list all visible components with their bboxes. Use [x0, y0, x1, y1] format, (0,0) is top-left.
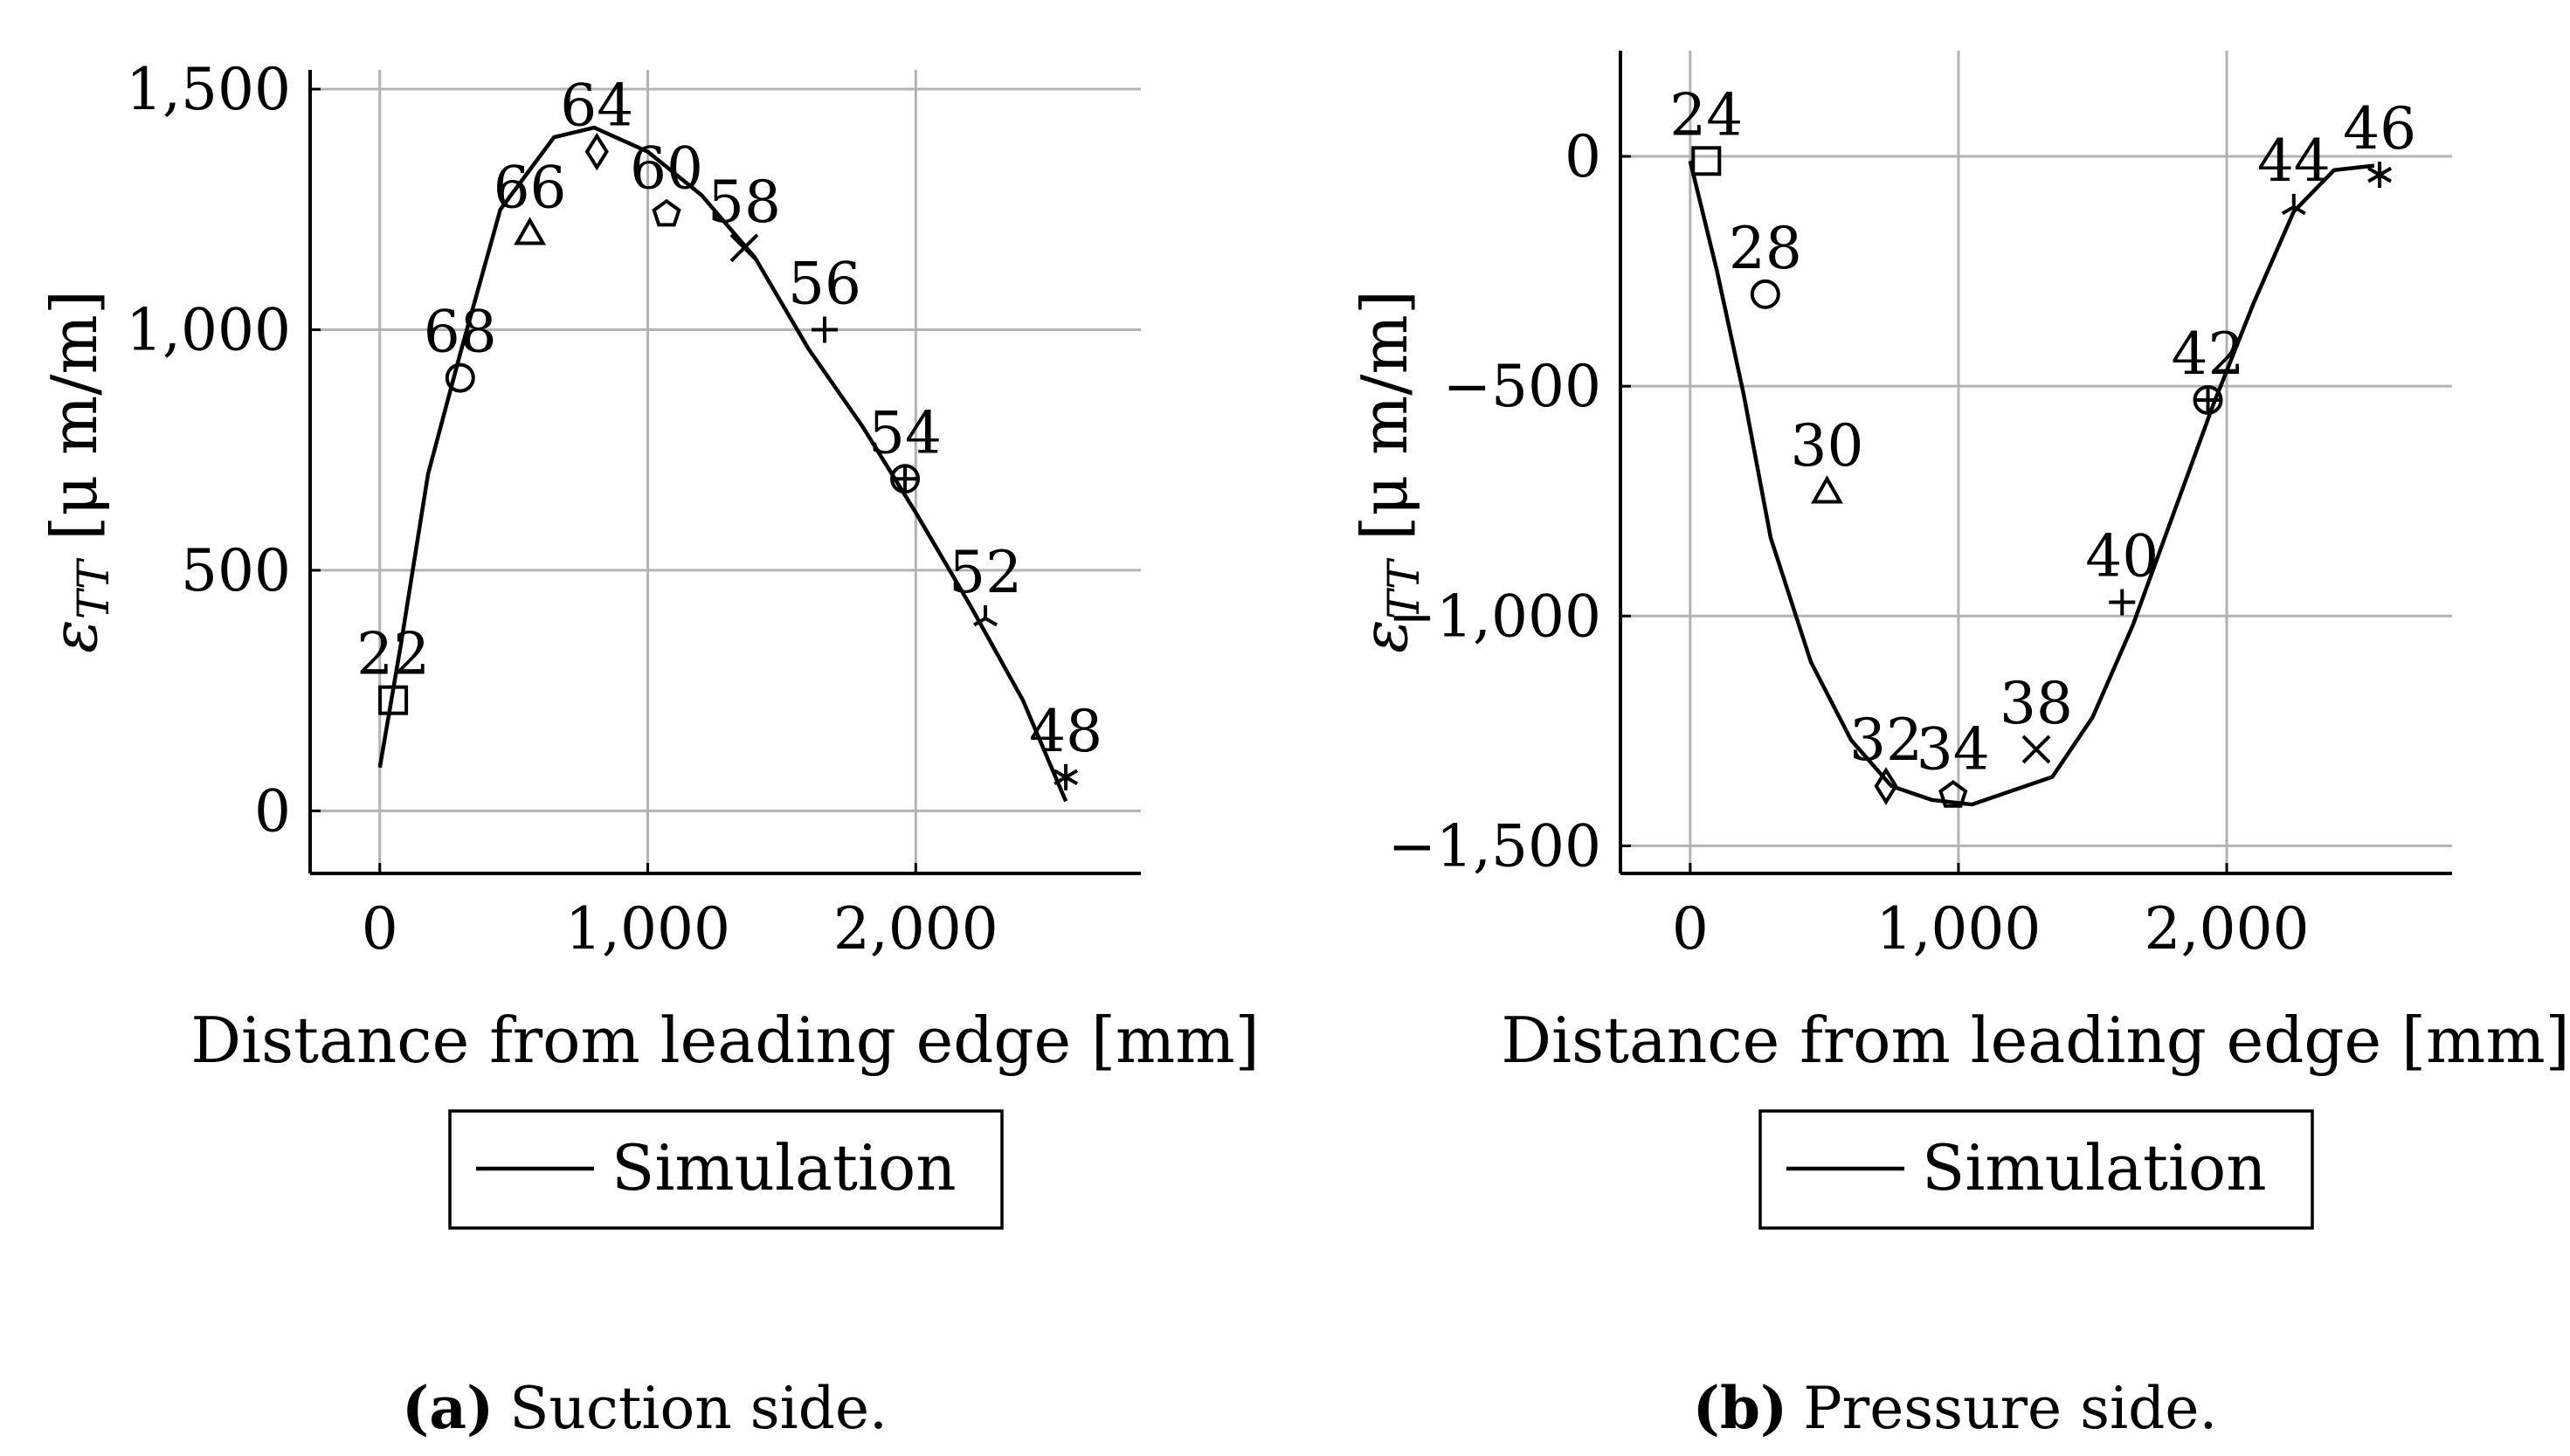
marker-triangle-66: [514, 217, 547, 245]
point-label-48: 48: [1029, 698, 1102, 765]
marker-square-24: [1691, 146, 1722, 176]
caption-a-label: (a): [402, 1374, 494, 1442]
point-label-46: 46: [2343, 95, 2416, 162]
y-tick-label: 0: [254, 777, 291, 845]
marker-pentagon-34: [1938, 780, 1968, 808]
point-label-24: 24: [1669, 81, 1743, 148]
simulation-line-layer: [1688, 160, 2375, 807]
y-tick-labels: −1,500 −1,000 −500 0: [1388, 123, 1601, 880]
grid-lines: [1620, 51, 2452, 873]
x-tick-label: 1,000: [1876, 895, 2041, 963]
marker-asterisk-46: [2367, 162, 2393, 189]
point-label-68: 68: [424, 299, 497, 366]
legend-label-simulation: Simulation: [1922, 1131, 2267, 1204]
marker-diamond-64: [584, 132, 609, 171]
marker-plus-40: [2109, 589, 2136, 616]
caption-b: (b) Pressure side.: [1693, 1374, 2218, 1442]
x-tick-labels: 0 1,000 2,000: [362, 895, 998, 963]
y-axis-label: εTT [μ m/m]: [38, 290, 119, 653]
legend-label-simulation: Simulation: [611, 1131, 957, 1204]
y-axis-label: εTT [μ m/m]: [1348, 290, 1429, 653]
y-tick-labels: 0 500 1,000 1,500: [126, 56, 291, 845]
point-label-34: 34: [1917, 716, 1990, 783]
y-tick-label: 500: [181, 537, 291, 604]
point-label-22: 22: [356, 621, 430, 688]
marker-plus-56: [812, 316, 839, 343]
y-tick-label: −500: [1443, 353, 1601, 420]
marker-x-38: [2021, 735, 2051, 764]
caption-a: (a) Suction side.: [402, 1374, 888, 1442]
marker-asterisk-48: [1054, 763, 1079, 790]
point-label-28: 28: [1729, 215, 1802, 282]
marker-triangle-30: [1811, 475, 1843, 504]
caption-b-text: Pressure side.: [1803, 1375, 2217, 1442]
legend: Simulation: [1758, 1109, 2314, 1230]
point-label-66: 66: [494, 154, 567, 221]
y-tick-label: 1,500: [126, 56, 291, 123]
point-label-44: 44: [2257, 128, 2331, 195]
simulation-line: [1688, 160, 2375, 807]
simulation-line-layer: [377, 125, 1068, 803]
measurement-markers: [1691, 146, 2393, 808]
point-label-42: 42: [2172, 321, 2245, 388]
y-tick-label: −1,500: [1388, 812, 1601, 880]
x-axis-label: Distance from leading edge [mm]: [1501, 1004, 2569, 1077]
marker-x-58: [729, 233, 759, 263]
x-tick-label: 0: [1672, 895, 1709, 963]
marker-pentagon-60: [652, 198, 681, 227]
point-label-58: 58: [708, 169, 781, 236]
point-label-30: 30: [1790, 412, 1863, 480]
y-tick-label: −1,000: [1388, 583, 1601, 650]
marker-tristar-52: [973, 605, 998, 627]
measurement-markers: [378, 132, 1079, 790]
point-label-40: 40: [2085, 523, 2159, 590]
point-label-60: 60: [630, 135, 703, 202]
y-tick-label: 0: [1565, 123, 1601, 190]
point-label-32: 32: [1849, 707, 1923, 774]
marker-circle-68: [445, 362, 475, 393]
legend: Simulation: [448, 1109, 1004, 1230]
marker-diamond-32: [1874, 767, 1898, 805]
x-tick-label: 1,000: [565, 895, 730, 963]
point-label-52: 52: [949, 539, 1022, 606]
marker-oplus-42: [2193, 384, 2223, 415]
y-tick-label: 1,000: [126, 296, 291, 363]
x-tick-label: 2,000: [2145, 895, 2310, 963]
x-axis-label: Distance from leading edge [mm]: [190, 1004, 1259, 1077]
caption-a-text: Suction side.: [509, 1375, 888, 1442]
point-label-54: 54: [868, 399, 942, 466]
point-label-38: 38: [2000, 670, 2073, 737]
point-label-56: 56: [788, 250, 861, 317]
x-tick-labels: 0 1,000 2,000: [1672, 895, 2310, 963]
marker-oplus-54: [890, 464, 921, 494]
simulation-line: [377, 125, 1068, 803]
caption-b-label: (b): [1693, 1374, 1788, 1442]
point-label-64: 64: [560, 72, 633, 140]
marker-square-22: [378, 685, 409, 715]
marker-tristar-44: [2281, 193, 2306, 216]
x-tick-label: 2,000: [833, 895, 998, 963]
x-tick-label: 0: [362, 895, 398, 963]
marker-circle-28: [1750, 279, 1780, 309]
